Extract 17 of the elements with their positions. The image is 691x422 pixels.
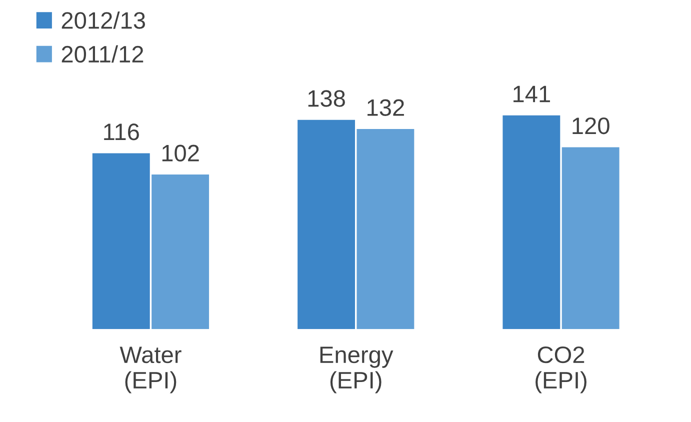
legend-label: 2011/12 (62, 45, 144, 63)
data-label: 120 (572, 117, 610, 134)
bar (298, 120, 356, 330)
bar (356, 128, 414, 330)
legend-label: 2012/13 (62, 11, 146, 29)
data-label: 116 (104, 124, 139, 140)
x-tick-label: Energy (EPI) (320, 346, 394, 394)
bar (152, 174, 210, 330)
data-label: 141 (514, 86, 550, 102)
data-label: 138 (308, 90, 345, 107)
data-label: 132 (368, 99, 404, 116)
x-tick-label: CO2 (EPI) (536, 346, 586, 394)
x-tick-label: Water (EPI) (120, 346, 182, 394)
bar (502, 115, 560, 330)
data-label: 102 (162, 144, 199, 162)
bar (562, 147, 620, 330)
bar (92, 153, 150, 330)
